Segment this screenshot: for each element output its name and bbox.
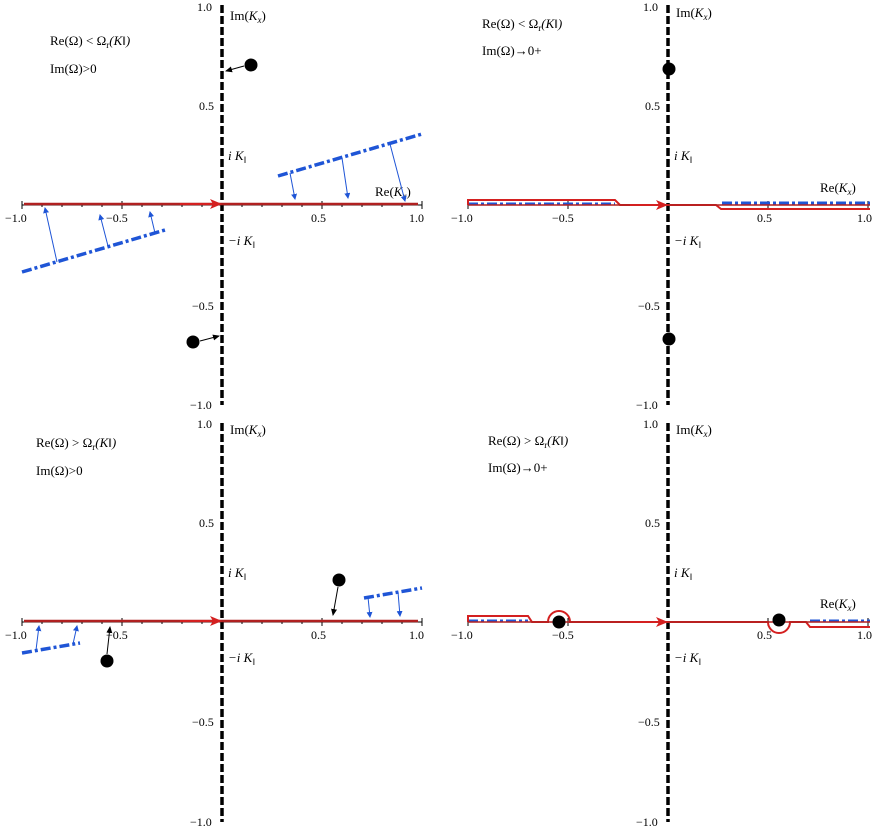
y-tick-label: −0.5	[638, 299, 660, 313]
imaginary-axis-label: Im(Kx)	[676, 422, 712, 439]
real-axis-label: Re(Kx)	[820, 596, 856, 613]
branch-point-upper-label: i K‖	[674, 148, 692, 165]
y-tick-label: −1.0	[636, 398, 658, 412]
branch-point-upper-label: i K‖	[228, 148, 246, 165]
branch-cut-motion-arrows	[35, 591, 403, 651]
condition-line-1: Re(Ω) < Ωr(K‖)	[50, 33, 130, 50]
branch-cut-right	[363, 586, 423, 600]
pole-lower-arrow	[106, 626, 113, 655]
y-tick-label: −1.0	[636, 815, 658, 829]
branch-cut-right	[277, 132, 423, 178]
y-tick-label: −0.5	[638, 715, 660, 729]
condition-line-1: Re(Ω) < Ωr(K‖)	[482, 16, 562, 33]
panel-bottom-right: −1.0 −0.5 0.5 1.0 1.0 0.5 −0.5 −1.0 Im(K…	[451, 417, 872, 829]
x-tick-label: −0.5	[106, 211, 128, 225]
condition-line-1: Re(Ω) > Ωr(K‖)	[36, 435, 116, 452]
imaginary-axis-label: Im(Kx)	[230, 8, 266, 25]
y-tick-label: 0.5	[199, 516, 214, 530]
x-tick-label: 1.0	[409, 211, 424, 225]
condition-line-2: Im(Ω)>0	[50, 61, 97, 76]
x-tick-label: 1.0	[857, 628, 872, 642]
x-tick-label: −1.0	[5, 628, 27, 642]
condition-line-1: Re(Ω) > Ωr(K‖)	[488, 433, 568, 450]
branch-point-lower-label: −i K‖	[228, 650, 255, 667]
branch-cut-left	[21, 641, 81, 655]
x-tick-label: −0.5	[552, 211, 574, 225]
pole-right	[772, 613, 786, 627]
x-tick-label: 1.0	[409, 628, 424, 642]
y-tick-label: 0.5	[645, 99, 660, 113]
x-tick-label: −0.5	[552, 628, 574, 642]
branch-point-lower-label: −i K‖	[674, 233, 701, 250]
branch-point-lower-label: −i K‖	[674, 650, 701, 667]
pole-left	[552, 615, 566, 629]
y-tick-label: 1.0	[643, 417, 658, 431]
y-tick-label: 1.0	[643, 0, 658, 14]
x-tick-label: −1.0	[451, 211, 473, 225]
pole-upper	[244, 58, 258, 72]
branch-point-upper-label: i K‖	[674, 565, 692, 582]
y-tick-label: −0.5	[192, 299, 214, 313]
x-tick-label: 0.5	[311, 211, 326, 225]
panel-top-right: −1.0 −0.5 0.5 1.0 1.0 0.5 −0.5 −1.0 Im(K…	[451, 0, 872, 412]
panel-top-left: −1.0 −0.5 0.5 1.0 1.0 0.5 −0.5 −1.0 Im(K…	[5, 0, 424, 412]
condition-line-2: Im(Ω)→0+	[482, 43, 542, 58]
pole-lower	[186, 335, 200, 349]
pole-upper-arrow	[225, 65, 245, 73]
pole-lower-arrow	[199, 334, 220, 342]
x-tick-label: 0.5	[311, 628, 326, 642]
real-axis-label: Re(Kx)	[820, 180, 856, 197]
x-tick-label: 1.0	[857, 211, 872, 225]
real-axis-label: Re(Kx)	[375, 184, 411, 201]
x-tick-label: −1.0	[5, 211, 27, 225]
y-tick-label: 1.0	[197, 417, 212, 431]
branch-point-lower-label: −i K‖	[228, 233, 255, 250]
pole-upper-arrow	[331, 586, 339, 616]
x-tick-label: 0.5	[757, 628, 772, 642]
y-tick-label: −0.5	[192, 715, 214, 729]
branch-cut-left	[21, 228, 166, 274]
pole-upper	[662, 62, 676, 76]
pole-lower	[100, 654, 114, 668]
y-tick-label: 0.5	[645, 516, 660, 530]
imaginary-axis-label: Im(Kx)	[230, 422, 266, 439]
y-tick-label: 1.0	[197, 0, 212, 14]
branch-cut-motion-arrows	[43, 143, 407, 263]
y-tick-label: −1.0	[190, 815, 212, 829]
branch-point-upper-label: i K‖	[228, 565, 246, 582]
pole-lower	[662, 332, 676, 346]
condition-line-2: Im(Ω)→0+	[488, 460, 548, 475]
y-tick-label: −1.0	[190, 398, 212, 412]
condition-line-2: Im(Ω)>0	[36, 463, 83, 478]
x-tick-label: 0.5	[757, 211, 772, 225]
panel-bottom-left: −1.0 −0.5 0.5 1.0 1.0 0.5 −0.5 −1.0 Im(K…	[5, 417, 424, 829]
imaginary-axis-label: Im(Kx)	[676, 5, 712, 22]
pole-upper	[332, 573, 346, 587]
y-tick-label: 0.5	[199, 99, 214, 113]
x-tick-label: −1.0	[451, 628, 473, 642]
